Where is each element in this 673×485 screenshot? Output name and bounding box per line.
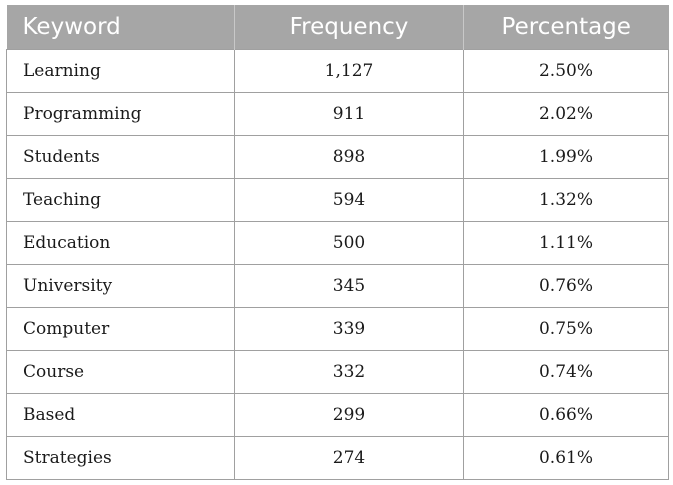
table-row: Based 299 0.66%: [6, 393, 669, 437]
keyword-cell: Strategies: [6, 436, 235, 480]
header-row: Keyword Frequency Percentage: [6, 5, 669, 50]
frequency-cell: 299: [234, 393, 464, 437]
percentage-cell: 0.66%: [463, 393, 669, 437]
percentage-cell: 1.32%: [463, 178, 669, 222]
keyword-cell: Course: [6, 350, 235, 394]
frequency-cell: 911: [234, 92, 464, 136]
frequency-cell: 594: [234, 178, 464, 222]
table-row: Education 500 1.11%: [6, 221, 669, 265]
table-row: Students 898 1.99%: [6, 135, 669, 179]
keyword-cell: Education: [6, 221, 235, 265]
percentage-cell: 1.99%: [463, 135, 669, 179]
header-frequency: Frequency: [234, 5, 464, 50]
percentage-cell: 0.61%: [463, 436, 669, 480]
table-header: Keyword Frequency Percentage: [6, 5, 669, 50]
percentage-cell: 1.11%: [463, 221, 669, 265]
keyword-cell: Learning: [6, 49, 235, 93]
percentage-cell: 0.76%: [463, 264, 669, 308]
header-keyword: Keyword: [6, 5, 235, 50]
frequency-cell: 500: [234, 221, 464, 265]
keyword-frequency-table: Keyword Frequency Percentage Learning 1,1…: [6, 5, 669, 480]
table-row: Teaching 594 1.32%: [6, 178, 669, 222]
keyword-cell: Students: [6, 135, 235, 179]
table-row: University 345 0.76%: [6, 264, 669, 308]
percentage-cell: 0.74%: [463, 350, 669, 394]
keyword-cell: University: [6, 264, 235, 308]
keyword-cell: Computer: [6, 307, 235, 351]
table-row: Computer 339 0.75%: [6, 307, 669, 351]
table-row: Learning 1,127 2.50%: [6, 49, 669, 93]
table-body: Learning 1,127 2.50% Programming 911 2.02% Stu…: [6, 49, 669, 480]
frequency-cell: 332: [234, 350, 464, 394]
table-row: Strategies 274 0.61%: [6, 436, 669, 480]
frequency-cell: 1,127: [234, 49, 464, 93]
percentage-cell: 2.50%: [463, 49, 669, 93]
table-row: Programming 911 2.02%: [6, 92, 669, 136]
percentage-cell: 2.02%: [463, 92, 669, 136]
frequency-cell: 898: [234, 135, 464, 179]
frequency-cell: 339: [234, 307, 464, 351]
frequency-cell: 274: [234, 436, 464, 480]
header-percentage: Percentage: [463, 5, 669, 50]
table-row: Course 332 0.74%: [6, 350, 669, 394]
frequency-cell: 345: [234, 264, 464, 308]
keyword-cell: Based: [6, 393, 235, 437]
keyword-cell: Teaching: [6, 178, 235, 222]
keyword-cell: Programming: [6, 92, 235, 136]
percentage-cell: 0.75%: [463, 307, 669, 351]
